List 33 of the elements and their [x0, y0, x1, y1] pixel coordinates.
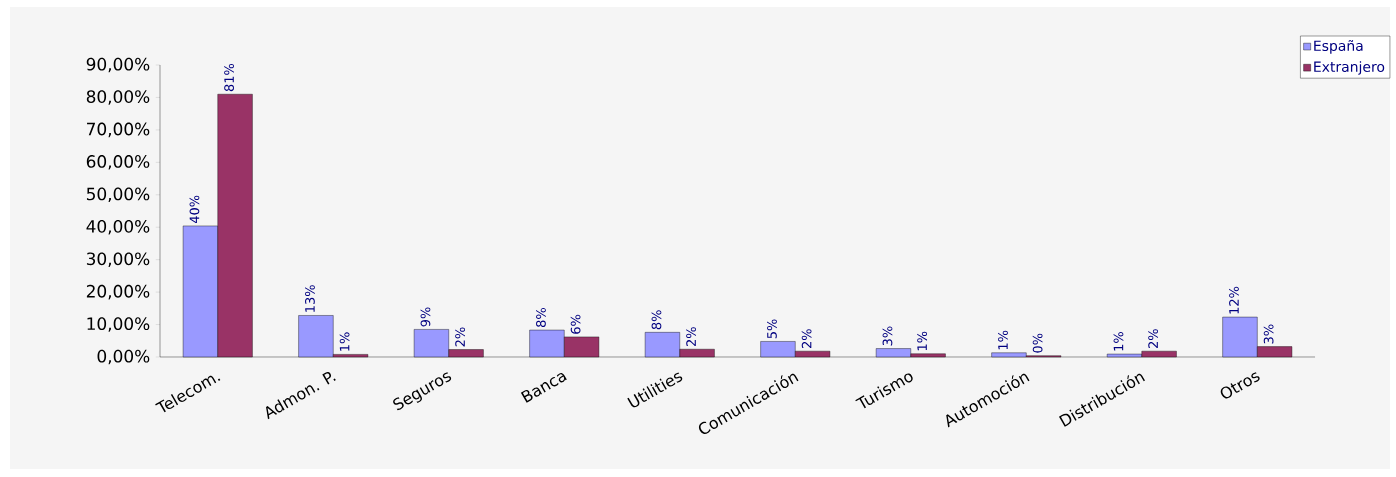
data-label: 0%	[1032, 333, 1043, 353]
legend-label: Extranjero	[1314, 61, 1385, 75]
data-label: 9%	[420, 307, 431, 327]
y-tick-label: 20,00%	[86, 284, 150, 300]
y-tick-label: 30,00%	[86, 252, 150, 267]
y-tick-label: 60,00%	[86, 155, 150, 170]
data-label: 1%	[998, 330, 1008, 350]
data-label: 1%	[339, 332, 350, 351]
y-tick-label: 10,00%	[87, 317, 150, 332]
y-tick-label: 80,00%	[86, 90, 150, 105]
y-tick-label: 70,00%	[87, 122, 150, 138]
data-label: 6%	[570, 314, 581, 334]
data-label: 5%	[767, 319, 777, 339]
y-tick-label: 0,00%	[97, 349, 150, 365]
data-label: 3%	[1263, 324, 1274, 344]
y-tick-label: 90,00%	[86, 57, 150, 73]
data-label: 40%	[189, 195, 200, 224]
legend-label: España	[1314, 39, 1363, 54]
data-label: 3%	[882, 326, 893, 346]
data-label: 1%	[917, 331, 928, 351]
data-label: 8%	[651, 310, 662, 330]
data-label: 2%	[1148, 329, 1159, 349]
data-label: 8%	[536, 308, 546, 327]
data-label: 13%	[305, 285, 315, 312]
y-tick-label: 50,00%	[86, 187, 150, 203]
data-label: 2%	[801, 329, 812, 349]
data-label: 12%	[1229, 286, 1239, 314]
data-label: 2%	[686, 327, 696, 347]
data-label: 1%	[1113, 332, 1124, 351]
x-tick-label: Otros	[1220, 372, 1260, 399]
y-tick-label: 40,00%	[86, 219, 150, 235]
data-label: 2%	[455, 327, 465, 347]
data-label: 81%	[224, 63, 234, 92]
